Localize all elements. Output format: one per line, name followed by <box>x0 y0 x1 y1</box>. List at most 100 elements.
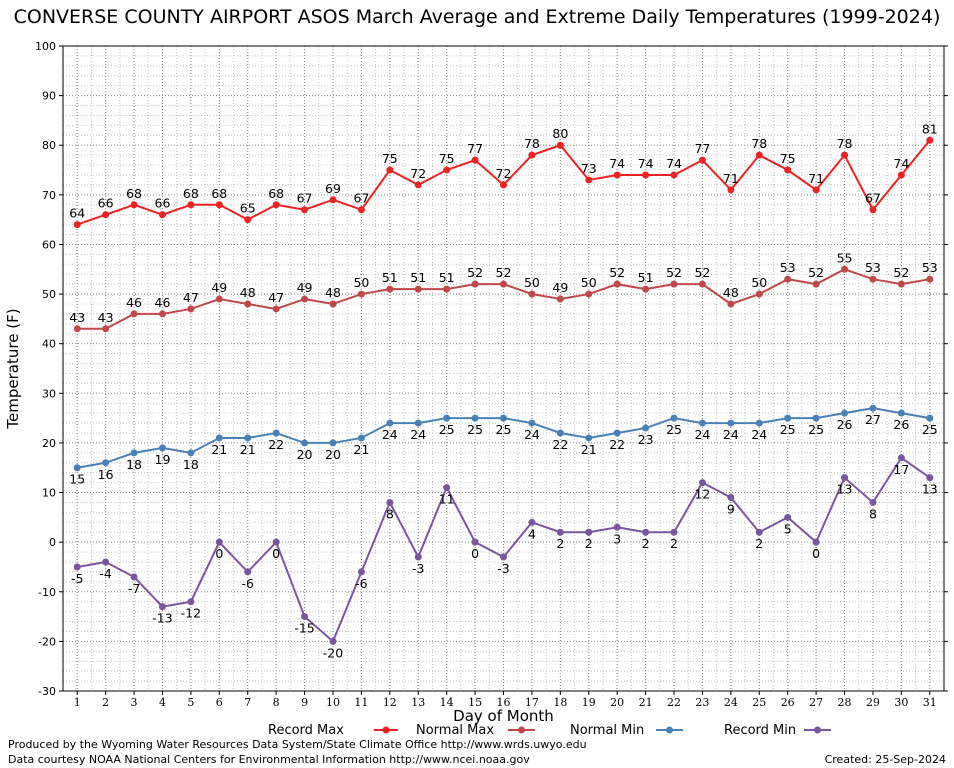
normal-min-data-label: 21 <box>581 442 597 457</box>
normal-max-point <box>556 295 564 303</box>
record-min-point <box>357 568 365 576</box>
normal-max-data-label: 49 <box>552 280 568 295</box>
normal-max-point <box>613 280 621 288</box>
record-min-data-label: 13 <box>837 482 853 497</box>
normal-max-point <box>897 280 905 288</box>
record-min-point <box>613 523 621 531</box>
normal-max-data-label: 51 <box>382 270 398 285</box>
normal-max-data-label: 43 <box>98 310 114 325</box>
record-min-point <box>897 454 905 462</box>
record-min-point <box>471 538 479 546</box>
record-max-data-label: 68 <box>211 186 227 201</box>
record-max-point <box>158 211 166 219</box>
x-tick-label: 20 <box>610 696 624 709</box>
normal-min-point <box>73 464 81 472</box>
normal-min-data-label: 21 <box>211 442 227 457</box>
record-max-data-label: 74 <box>666 156 682 171</box>
normal-max-data-label: 52 <box>694 265 710 280</box>
normal-max-data-label: 47 <box>268 290 284 305</box>
record-max-data-label: 81 <box>922 121 938 136</box>
record-min-point <box>926 474 934 482</box>
record-min-point <box>158 603 166 611</box>
y-tick-label: -20 <box>38 635 56 648</box>
normal-min-data-label: 21 <box>353 442 369 457</box>
record-max-point <box>73 221 81 229</box>
normal-max-data-label: 51 <box>439 270 455 285</box>
normal-min-data-label: 23 <box>638 432 654 447</box>
normal-max-point <box>755 290 763 298</box>
record-max-data-label: 74 <box>893 156 909 171</box>
record-max-data-label: 75 <box>439 151 455 166</box>
record-max-data-label: 80 <box>552 126 568 141</box>
x-tick-label: 30 <box>894 696 908 709</box>
record-max-point <box>727 186 735 194</box>
x-tick-label: 12 <box>383 696 397 709</box>
x-tick-label: 7 <box>244 696 251 709</box>
x-tick-label: 11 <box>354 696 368 709</box>
normal-min-point <box>301 439 309 447</box>
record-min-point <box>812 538 820 546</box>
record-max-data-label: 67 <box>297 191 313 206</box>
x-tick-label: 10 <box>326 696 340 709</box>
record-min-data-label: -5 <box>71 571 83 586</box>
normal-min-point <box>443 414 451 422</box>
normal-min-point <box>727 419 735 427</box>
record-min-point <box>215 538 223 546</box>
record-min-data-label: 0 <box>812 546 820 561</box>
normal-min-data-label: 22 <box>552 437 568 452</box>
record-max-point <box>613 171 621 179</box>
x-tick-label: 8 <box>273 696 280 709</box>
footer-data-courtesy: Data courtesy NOAA National Centers for … <box>8 753 530 766</box>
x-tick-label: 5 <box>187 696 194 709</box>
x-tick-label: 29 <box>866 696 880 709</box>
chart-title: CONVERSE COUNTY AIRPORT ASOS March Avera… <box>13 6 941 28</box>
normal-min-point <box>841 409 849 417</box>
record-max-point <box>528 151 536 159</box>
y-tick-label: 40 <box>42 338 56 351</box>
legend-label-record-max: Record Max <box>268 723 344 738</box>
x-tick-label: 2 <box>102 696 109 709</box>
normal-max-point <box>130 310 138 318</box>
footer-created-date: Created: 25-Sep-2024 <box>824 753 946 766</box>
normal-max-point <box>244 300 252 308</box>
record-max-point <box>215 201 223 209</box>
legend-marker-record-min <box>814 726 821 734</box>
record-min-point <box>585 528 593 536</box>
normal-min-point <box>897 409 905 417</box>
normal-min-point <box>329 439 337 447</box>
normal-max-data-label: 50 <box>751 275 767 290</box>
record-max-point <box>926 136 934 144</box>
normal-max-point <box>500 280 507 288</box>
normal-max-data-label: 52 <box>666 265 682 280</box>
record-max-data-label: 78 <box>524 136 540 151</box>
normal-min-point <box>357 434 365 442</box>
normal-max-point <box>727 300 735 308</box>
normal-max-point <box>841 265 849 273</box>
record-min-data-label: 3 <box>613 531 621 546</box>
normal-max-data-label: 49 <box>211 280 227 295</box>
record-min-data-label: -7 <box>128 581 140 596</box>
normal-max-point <box>812 280 820 288</box>
normal-min-point <box>642 424 650 432</box>
record-min-data-label: 17 <box>893 462 909 477</box>
normal-max-data-label: 53 <box>865 260 881 275</box>
normal-min-data-label: 20 <box>297 447 313 462</box>
record-max-data-label: 75 <box>780 151 796 166</box>
record-min-data-label: -6 <box>355 576 368 591</box>
record-max-data-label: 65 <box>240 201 256 216</box>
record-max-point <box>244 216 252 224</box>
record-max-point <box>102 211 110 219</box>
normal-max-point <box>926 275 934 283</box>
normal-max-data-label: 50 <box>581 275 597 290</box>
normal-max-point <box>869 275 877 283</box>
normal-min-data-label: 25 <box>780 422 796 437</box>
record-min-point <box>443 484 451 492</box>
record-min-data-label: 2 <box>755 536 763 551</box>
record-min-data-label: -12 <box>181 606 201 621</box>
x-tick-label: 6 <box>216 696 223 709</box>
normal-min-data-label: 24 <box>410 427 426 442</box>
normal-min-data-label: 25 <box>439 422 455 437</box>
normal-max-point <box>386 285 394 293</box>
record-min-data-label: 0 <box>215 546 223 561</box>
